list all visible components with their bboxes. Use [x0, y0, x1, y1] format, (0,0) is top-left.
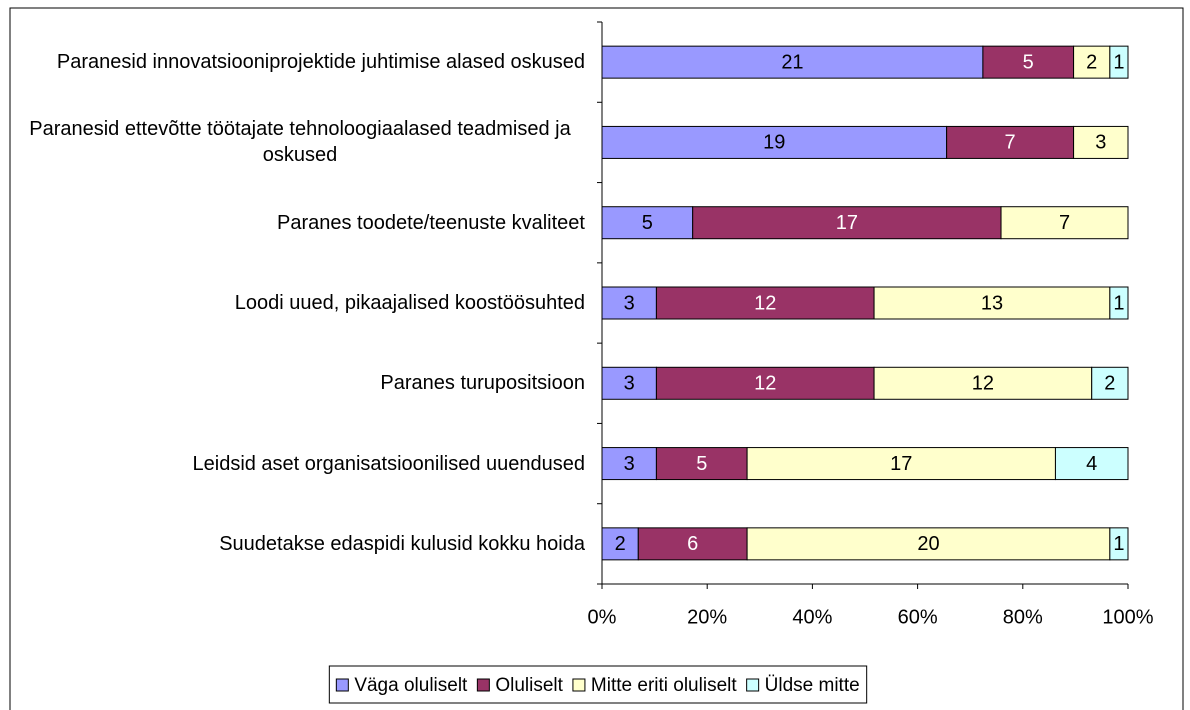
bar-segment	[1000, 206, 1129, 240]
bar-segment	[1073, 45, 1111, 79]
bar-segment	[1054, 447, 1129, 481]
chart-border	[9, 7, 1184, 710]
data-label: 20	[917, 533, 939, 555]
data-label: 3	[624, 292, 635, 314]
bar-segment	[873, 366, 1093, 400]
x-tick-label: 0%	[588, 606, 617, 628]
bar-segment	[655, 447, 748, 481]
data-label: 5	[696, 453, 707, 475]
category-label: Suudetakse edaspidi kulusid kokku hoida	[15, 531, 585, 557]
bar-segment	[601, 527, 639, 561]
legend-label: Üldse mitte	[765, 675, 860, 696]
category-text: Paranesid innovatsiooniprojektide juhtim…	[56, 51, 585, 74]
category-label: Paranesid ettevõtte töötajate tehnoloogi…	[15, 116, 585, 168]
category-label: Paranes turupositsioon	[15, 370, 585, 396]
legend-swatch	[746, 678, 760, 692]
data-label: 1	[1113, 292, 1124, 314]
data-label: 21	[781, 51, 803, 73]
category-text: Paranesid ettevõtte töötajate tehnoloogi…	[29, 118, 571, 167]
category-text: Paranes turupositsioon	[380, 372, 585, 395]
bar-segment	[601, 45, 984, 79]
x-tick-label: 20%	[687, 606, 727, 628]
legend-swatch	[572, 678, 586, 692]
bar-segment	[692, 206, 1002, 240]
x-tick-label: 60%	[898, 606, 938, 628]
data-label: 3	[624, 453, 635, 475]
category-label: Paranes toodete/teenuste kvaliteet	[15, 210, 585, 236]
data-label: 12	[754, 373, 776, 395]
category-text: Loodi uued, pikaajalised koostöösuhted	[234, 292, 585, 314]
data-label: 5	[642, 212, 653, 234]
data-label: 12	[754, 292, 776, 314]
category-text: Leidsid aset organisatsioonilised uuendu…	[192, 452, 586, 475]
bar-segment	[637, 527, 748, 561]
bar-segment	[655, 286, 875, 320]
bar-segment	[1091, 366, 1129, 400]
data-label: 17	[836, 212, 858, 234]
legend-label: Väga oluliselt	[354, 675, 468, 696]
bar-segment	[601, 206, 694, 240]
category-label: Paranesid innovatsiooniprojektide juhtim…	[15, 49, 585, 75]
data-label: 2	[615, 533, 626, 555]
bar-segment	[1073, 125, 1129, 159]
x-tick-label: 100%	[1102, 606, 1153, 628]
data-label: 13	[981, 292, 1003, 314]
data-label: 2	[1086, 51, 1097, 73]
category-text: Suudetakse edaspidi kulusid kokku hoida	[219, 532, 585, 555]
data-label: 2	[1104, 373, 1115, 395]
category-text: Paranes toodete/teenuste kvaliteet	[277, 211, 585, 234]
bar-segment	[601, 366, 657, 400]
data-label: 7	[1059, 212, 1070, 234]
data-label: 3	[1095, 132, 1106, 154]
bar-segment	[1109, 45, 1129, 79]
data-label: 7	[1005, 132, 1016, 154]
legend-swatch	[476, 678, 490, 692]
bar-segment	[1109, 527, 1129, 561]
x-tick-label: 40%	[792, 606, 832, 628]
legend-label: Oluliselt	[495, 675, 563, 696]
data-label: 6	[687, 533, 698, 555]
bar-segment	[946, 125, 1075, 159]
data-label: 5	[1023, 51, 1034, 73]
data-label: 19	[763, 132, 785, 154]
legend-box	[328, 665, 868, 704]
bar-segment	[746, 527, 1111, 561]
data-label: 4	[1086, 453, 1097, 475]
category-label: Leidsid aset organisatsioonilised uuendu…	[15, 451, 586, 477]
category-label: Loodi uued, pikaajalised koostöösuhted	[15, 290, 585, 316]
bar-segment	[601, 286, 657, 320]
data-label: 1	[1113, 51, 1124, 73]
data-label: 12	[972, 373, 994, 395]
bar-segment	[746, 447, 1056, 481]
bar-segment	[982, 45, 1075, 79]
bar-segment	[655, 366, 875, 400]
x-tick-label: 80%	[1003, 606, 1043, 628]
data-label: 17	[890, 453, 912, 475]
bar-segment	[601, 125, 948, 159]
data-label: 3	[624, 373, 635, 395]
legend-swatch	[335, 678, 349, 692]
bar-segment	[1109, 286, 1129, 320]
data-label: 1	[1113, 533, 1124, 555]
legend-label: Mitte eriti oluliselt	[591, 675, 737, 696]
